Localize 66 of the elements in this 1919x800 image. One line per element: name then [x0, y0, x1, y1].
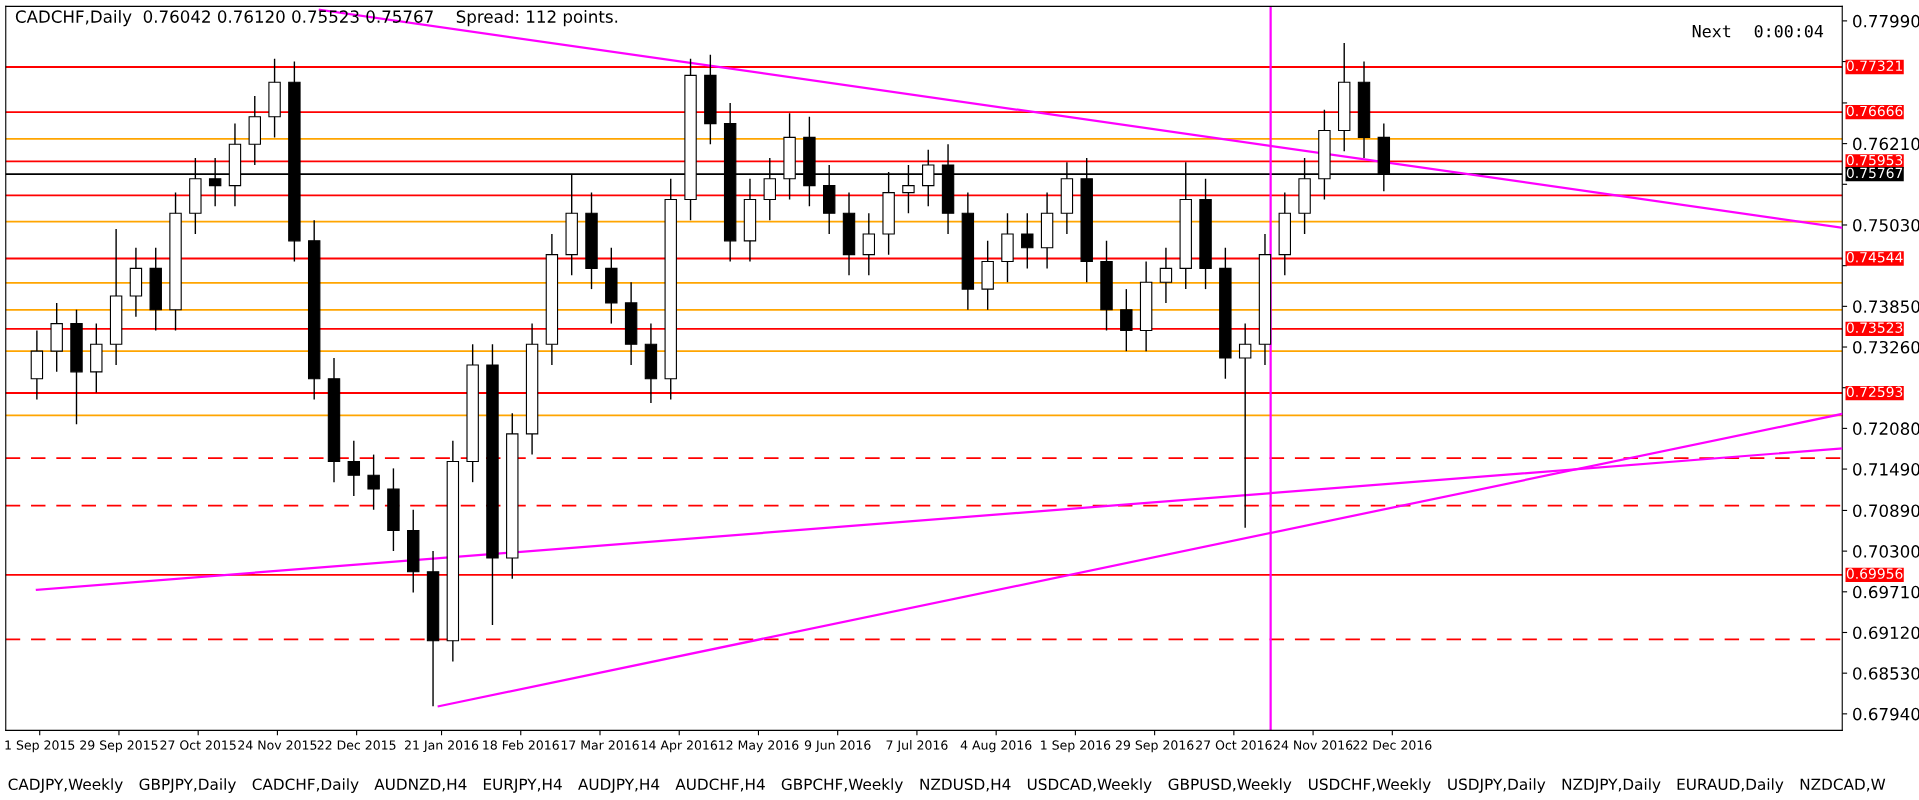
y-tick-label: 0.68530	[1853, 667, 1919, 680]
x-tick-label: 27 Oct 2015	[160, 740, 236, 750]
text: USDCAD,Weekly	[1027, 778, 1152, 793]
ref-line-label: 0.75953	[1846, 154, 1903, 166]
text: EURJPY,H4	[483, 778, 562, 793]
x-tick-label: 17 Mar 2016	[561, 740, 639, 750]
y-tick-label: 0.72080	[1853, 422, 1919, 435]
ref-line-label: 0.69956	[1846, 568, 1903, 579]
y-tick-label: 0.70890	[1853, 504, 1919, 518]
candlestick	[347, 440, 361, 497]
y-tick-label: 0.73260	[1853, 340, 1919, 354]
y-tick-label: 0.70300	[1853, 545, 1919, 558]
y-tick-label: 0.69120	[1853, 626, 1919, 640]
x-tick-label: 24 Nov 2015	[238, 740, 317, 750]
annotation: Next	[1692, 25, 1731, 38]
candlestick	[1021, 212, 1034, 270]
y-tick-label: 0.71490	[1853, 463, 1919, 476]
x-tick-label: 29 Sep 2016	[1115, 740, 1194, 753]
text: NZDUSD,H4	[920, 778, 1011, 792]
text: AUDCHF,H4	[675, 778, 765, 792]
candlestick	[1238, 322, 1252, 529]
x-tick-label: 24 Nov 2016	[1273, 740, 1353, 750]
x-tick-label: 22 Dec 2016	[1353, 740, 1432, 750]
chart-title: CADCHF,Daily 0.76042 0.76120 0.75523 0.75767	[15, 10, 433, 27]
x-tick-label: 18 Feb 2016	[483, 740, 559, 750]
text: USDJPY,Daily	[1448, 778, 1546, 793]
y-tick-label: 0.73850	[1853, 300, 1919, 313]
y-tick-label: 0.76210	[1853, 137, 1919, 151]
x-tick-label: 27 Oct 2016	[1196, 740, 1272, 750]
x-tick-label: 22 Dec 2015	[317, 740, 396, 750]
x-tick-label: 14 Apr 2016	[641, 740, 718, 753]
annotation: Spread: 112 points.	[456, 10, 618, 27]
ref-line-label: 0.72593	[1846, 386, 1903, 398]
text: CADJPY,Weekly	[8, 778, 123, 793]
text: AUDJPY,H4	[578, 778, 660, 793]
text: NZDCAD,W	[1800, 778, 1886, 792]
text: EURAUD,Daily	[1677, 778, 1784, 793]
y-tick-label: 0.75030	[1853, 218, 1919, 232]
y-tick-label: 0.69710	[1853, 585, 1919, 599]
ref-line-label: 0.75767	[1846, 167, 1903, 179]
x-tick-label: 1 Sep 2015	[5, 740, 75, 753]
text: GBPCHF,Weekly	[781, 778, 903, 793]
ref-line-label: 0.76666	[1846, 105, 1903, 117]
ref-line-label: 0.73523	[1846, 322, 1903, 333]
text: USDCHF,Weekly	[1309, 778, 1431, 793]
x-tick-label: 7 Jul 2016	[886, 740, 948, 753]
x-tick-label: 4 Aug 2016	[960, 740, 1032, 753]
x-tick-label: 12 May 2016	[719, 740, 799, 753]
text: AUDNZD,H4	[374, 778, 467, 792]
candlestick	[1159, 247, 1173, 304]
candlestick	[1120, 288, 1133, 352]
candlestick	[367, 453, 380, 511]
text: GBPUSD,Weekly	[1168, 778, 1292, 793]
annotation: 0:00:04	[1754, 24, 1824, 38]
x-tick-label: 9 Jun 2016	[804, 740, 871, 753]
y-tick-label: 0.77990	[1853, 14, 1919, 28]
y-tick-label: 0.67940	[1853, 707, 1919, 721]
candlestick	[862, 212, 876, 277]
text: CADCHF,Daily	[252, 778, 359, 793]
ref-line-label: 0.77321	[1846, 60, 1903, 72]
text: NZDJPY,Daily	[1562, 778, 1661, 793]
x-tick-label: 21 Jan 2016	[404, 740, 479, 753]
text: GBPJPY,Daily	[139, 778, 236, 793]
ref-line-label: 0.74544	[1846, 252, 1903, 263]
x-tick-label: 1 Sep 2016	[1041, 740, 1111, 753]
x-tick-label: 29 Sep 2015	[80, 740, 158, 753]
